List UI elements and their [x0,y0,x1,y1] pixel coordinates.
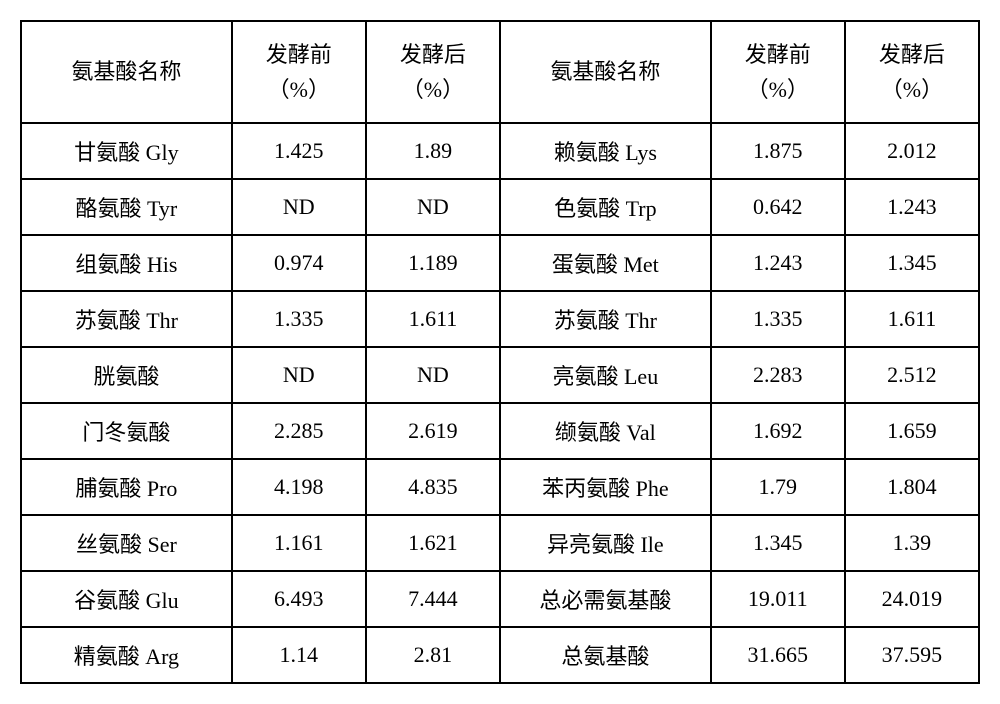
cell-before1: 4.198 [232,459,366,515]
table-header-row: 氨基酸名称 发酵前 （%） 发酵后 （%） 氨基酸名称 发酵前 （%） 发酵后 [21,21,979,123]
cell-after1: ND [366,347,500,403]
cell-after2: 2.012 [845,123,979,179]
cell-after1: 1.621 [366,515,500,571]
cell-before2: 1.692 [711,403,845,459]
cell-name2: 苏氨酸 Thr [500,291,711,347]
table-row: 甘氨酸 Gly1.4251.89赖氨酸 Lys1.8752.012 [21,123,979,179]
cell-after1: 1.89 [366,123,500,179]
header-sublabel: （%） [712,72,844,107]
cell-after1: 4.835 [366,459,500,515]
cell-before1: 1.335 [232,291,366,347]
header-label: 发酵前 [712,37,844,72]
table-row: 组氨酸 His0.9741.189蛋氨酸 Met1.2431.345 [21,235,979,291]
cell-before2: 1.335 [711,291,845,347]
cell-before2: 1.243 [711,235,845,291]
header-sublabel: （%） [367,72,499,107]
cell-before1: 0.974 [232,235,366,291]
cell-name2: 色氨酸 Trp [500,179,711,235]
cell-name1: 苏氨酸 Thr [21,291,232,347]
cell-before2: 31.665 [711,627,845,683]
cell-before1: ND [232,179,366,235]
col-header-after-left: 发酵后 （%） [366,21,500,123]
cell-before1: 1.161 [232,515,366,571]
cell-before1: 6.493 [232,571,366,627]
cell-after2: 1.611 [845,291,979,347]
cell-before2: 1.79 [711,459,845,515]
header-label: 发酵后 [367,37,499,72]
cell-name1: 脯氨酸 Pro [21,459,232,515]
header-label: 发酵后 [846,37,978,72]
cell-before1: 1.14 [232,627,366,683]
cell-name2: 异亮氨酸 Ile [500,515,711,571]
header-label: 氨基酸名称 [22,54,231,89]
cell-name1: 酪氨酸 Tyr [21,179,232,235]
col-header-before-left: 发酵前 （%） [232,21,366,123]
cell-before1: ND [232,347,366,403]
cell-name2: 亮氨酸 Leu [500,347,711,403]
cell-after2: 1.39 [845,515,979,571]
table-row: 精氨酸 Arg1.142.81总氨基酸31.66537.595 [21,627,979,683]
cell-name2: 蛋氨酸 Met [500,235,711,291]
header-sublabel: （%） [846,72,978,107]
cell-after1: 1.189 [366,235,500,291]
cell-name2: 赖氨酸 Lys [500,123,711,179]
cell-name1: 门冬氨酸 [21,403,232,459]
col-header-name-right: 氨基酸名称 [500,21,711,123]
col-header-name-left: 氨基酸名称 [21,21,232,123]
table-row: 门冬氨酸2.2852.619缬氨酸 Val1.6921.659 [21,403,979,459]
cell-name1: 精氨酸 Arg [21,627,232,683]
table-row: 苏氨酸 Thr1.3351.611苏氨酸 Thr1.3351.611 [21,291,979,347]
cell-after1: ND [366,179,500,235]
header-sublabel: （%） [233,72,365,107]
cell-name2: 总必需氨基酸 [500,571,711,627]
cell-after2: 1.243 [845,179,979,235]
col-header-before-right: 发酵前 （%） [711,21,845,123]
cell-after1: 2.81 [366,627,500,683]
cell-before2: 2.283 [711,347,845,403]
cell-before1: 2.285 [232,403,366,459]
header-label: 发酵前 [233,37,365,72]
table-row: 脯氨酸 Pro4.1984.835苯丙氨酸 Phe1.791.804 [21,459,979,515]
cell-after1: 7.444 [366,571,500,627]
col-header-after-right: 发酵后 （%） [845,21,979,123]
cell-name1: 胱氨酸 [21,347,232,403]
cell-after1: 2.619 [366,403,500,459]
cell-name1: 谷氨酸 Glu [21,571,232,627]
amino-acid-table: 氨基酸名称 发酵前 （%） 发酵后 （%） 氨基酸名称 发酵前 （%） 发酵后 [20,20,980,684]
cell-name2: 苯丙氨酸 Phe [500,459,711,515]
header-label: 氨基酸名称 [501,54,710,89]
cell-after2: 2.512 [845,347,979,403]
cell-after2: 37.595 [845,627,979,683]
cell-after2: 1.804 [845,459,979,515]
table-row: 丝氨酸 Ser1.1611.621异亮氨酸 Ile1.3451.39 [21,515,979,571]
cell-before2: 1.875 [711,123,845,179]
table-row: 胱氨酸NDND亮氨酸 Leu2.2832.512 [21,347,979,403]
cell-name2: 总氨基酸 [500,627,711,683]
cell-after1: 1.611 [366,291,500,347]
cell-after2: 1.345 [845,235,979,291]
cell-before2: 1.345 [711,515,845,571]
cell-before2: 19.011 [711,571,845,627]
cell-after2: 1.659 [845,403,979,459]
table-body: 甘氨酸 Gly1.4251.89赖氨酸 Lys1.8752.012酪氨酸 Tyr… [21,123,979,683]
cell-name1: 组氨酸 His [21,235,232,291]
cell-before2: 0.642 [711,179,845,235]
cell-after2: 24.019 [845,571,979,627]
table-row: 谷氨酸 Glu6.4937.444总必需氨基酸19.01124.019 [21,571,979,627]
table-row: 酪氨酸 TyrNDND色氨酸 Trp0.6421.243 [21,179,979,235]
cell-name1: 甘氨酸 Gly [21,123,232,179]
cell-name2: 缬氨酸 Val [500,403,711,459]
cell-name1: 丝氨酸 Ser [21,515,232,571]
cell-before1: 1.425 [232,123,366,179]
